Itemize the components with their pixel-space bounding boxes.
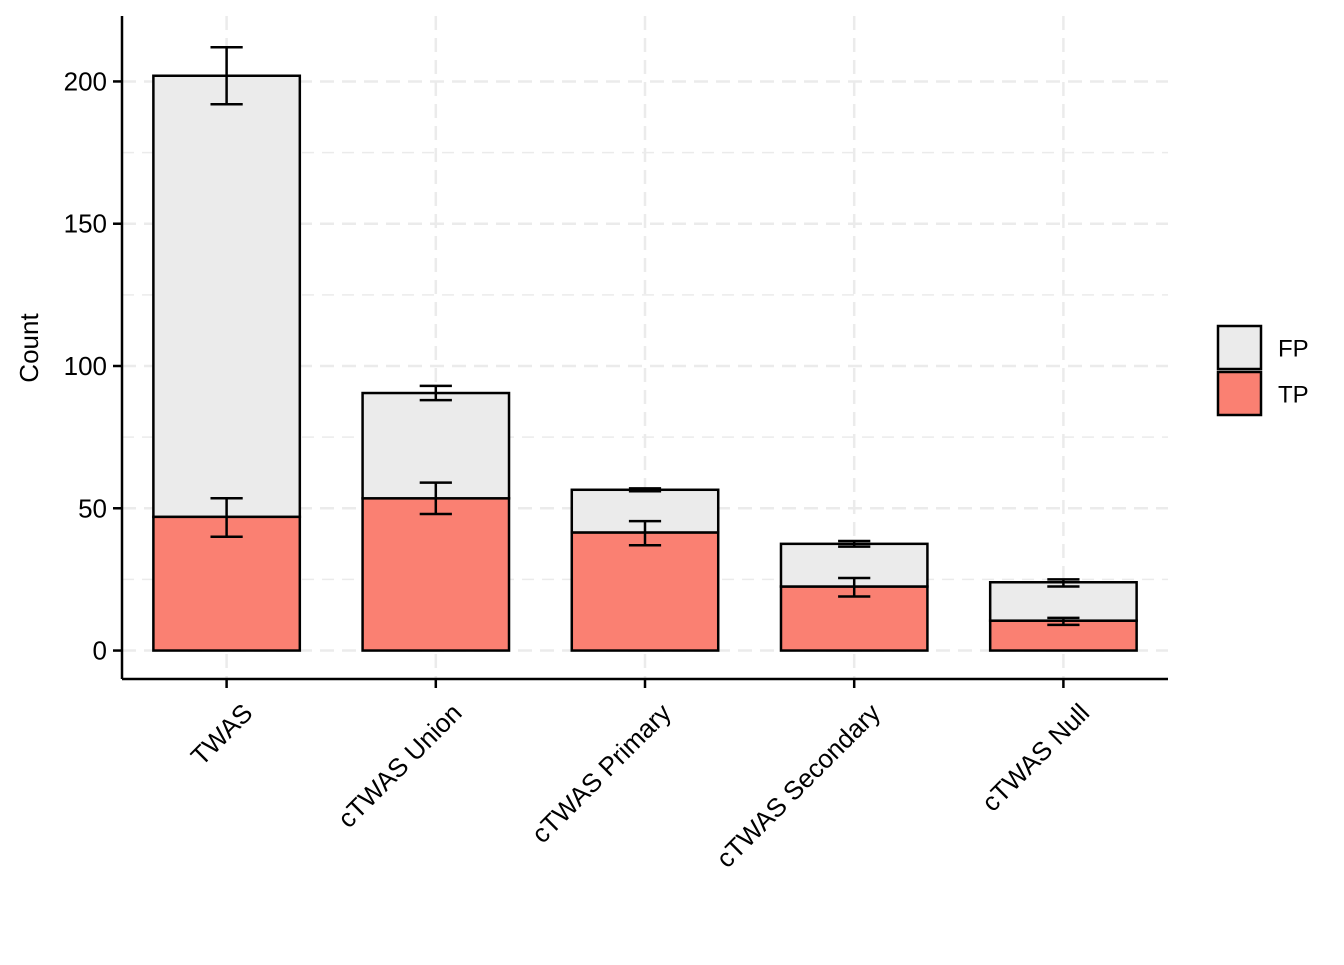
x-tick-label: cTWAS Primary (526, 698, 677, 849)
legend-label-fp: FP (1278, 336, 1309, 363)
legend: FP TP (1216, 324, 1309, 417)
legend-key-tp (1216, 370, 1263, 417)
y-tick-label: 150 (64, 209, 107, 239)
bar-tp-twas (152, 515, 302, 652)
bars-layer (152, 74, 1138, 652)
y-tick-label: 0 (93, 636, 107, 666)
legend-key-fp (1216, 324, 1263, 371)
x-tick-label: cTWAS Secondary (710, 698, 886, 874)
x-tick-label: cTWAS Null (976, 698, 1096, 818)
bar-fp-ctwas-secondary (779, 542, 929, 588)
y-tick-label: 100 (64, 351, 107, 381)
bar-tp-ctwas-primary (570, 531, 720, 652)
y-axis-title: Count (14, 313, 44, 383)
y-tick-label: 200 (64, 66, 107, 96)
bar-fp-ctwas-null (988, 581, 1138, 622)
bar-fp-twas (152, 74, 302, 519)
bar-tp-ctwas-union (361, 497, 511, 652)
x-tick-label: cTWAS Union (332, 698, 468, 834)
errorbar-layer (210, 46, 1080, 627)
x-tick-label: TWAS (185, 698, 259, 772)
legend-label-tp: TP (1278, 382, 1309, 409)
y-tick-label: 50 (78, 493, 107, 523)
